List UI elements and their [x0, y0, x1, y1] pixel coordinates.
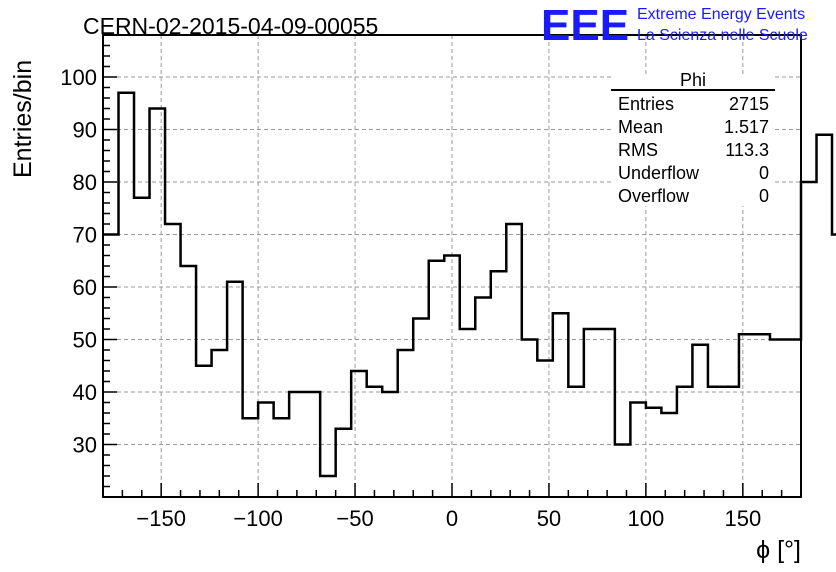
y-tick-label: 80 [73, 170, 97, 195]
x-tick-label: 150 [724, 506, 761, 531]
stats-row-label: Entries [618, 94, 674, 114]
y-tick-label: 30 [73, 433, 97, 458]
stats-box-rows: Entries 2715 Mean 1.517 RMS 113.3 Underflow 0 Ov… [618, 94, 769, 206]
y-tick-label: 100 [60, 65, 97, 90]
x-tick-label: −150 [136, 506, 186, 531]
stats-row-value: 0 [759, 163, 769, 183]
stats-row-label: Mean [618, 117, 663, 137]
stats-box-title: Phi [680, 70, 706, 90]
y-axis: 30 40 50 60 70 80 90 100 [60, 44, 117, 488]
eee-line1: Extreme Energy Events [637, 6, 805, 23]
y-tick-label: 50 [73, 328, 97, 353]
y-tick-label: 40 [73, 380, 97, 405]
x-axis-label: ϕ [°] [756, 536, 801, 564]
stats-box: Phi Entries 2715 Mean 1.517 RMS 113.3 Underflo… [611, 70, 775, 206]
stats-row-label: Overflow [618, 186, 690, 206]
x-tick-label: 100 [628, 506, 665, 531]
eee-line2: La Scienza nelle Scuole [637, 27, 808, 44]
y-tick-label: 90 [73, 118, 97, 143]
chart-title: CERN-02-2015-04-09-00055 [83, 13, 378, 39]
stats-box-background [611, 74, 775, 206]
stats-row-label: Underflow [618, 163, 700, 183]
stats-row-value: 1.517 [724, 117, 769, 137]
eee-logo: EEE Extreme Energy Events La Scienza nel… [541, 1, 808, 50]
stats-row-value: 2715 [729, 94, 769, 114]
stats-row-label: RMS [618, 140, 658, 160]
x-tick-label: 50 [537, 506, 561, 531]
eee-logo-text: EEE [541, 1, 629, 50]
y-tick-label: 60 [73, 275, 97, 300]
y-tick-label: 70 [73, 223, 97, 248]
x-tick-label: −50 [336, 506, 373, 531]
stats-row-value: 0 [759, 186, 769, 206]
y-axis-label: Entries/bin [9, 60, 37, 178]
stats-row-value: 113.3 [725, 140, 769, 160]
x-tick-label: 0 [446, 506, 458, 531]
x-axis: −150 −100 −50 0 50 100 150 [102, 483, 802, 531]
histogram-series-line [103, 91, 836, 478]
x-tick-label: −100 [233, 506, 283, 531]
